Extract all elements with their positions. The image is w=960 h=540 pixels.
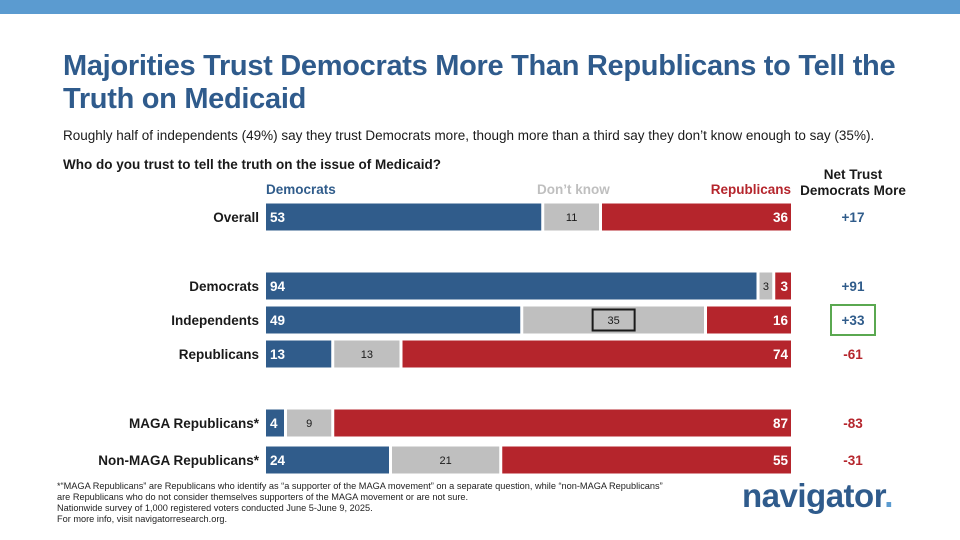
bar-maga-republicans-rep: [334, 409, 791, 437]
net-value-independents: +33: [842, 313, 865, 328]
footnote-definition: *“MAGA Republicans” are Republicans who …: [57, 481, 663, 502]
bar-independents-dk: [523, 306, 704, 334]
data-label-democrats-rep: 3: [780, 279, 788, 294]
bar-republicans-dk: [334, 340, 400, 368]
highlight-box-net: [830, 304, 876, 336]
bar-non-maga-republicans-dk: [392, 446, 500, 474]
data-label-independents-rep: 16: [773, 313, 789, 328]
net-trust-header: Net Trust Democrats More: [793, 167, 913, 199]
data-label-overall-rep: 36: [773, 210, 789, 225]
bar-overall-rep: [602, 203, 791, 231]
bar-independents-rep: [707, 306, 791, 334]
highlight-box-dont-know: [591, 308, 636, 332]
bar-independents-dem: [266, 306, 521, 334]
category-label-non-maga-republicans: Non-MAGA Republicans*: [98, 453, 260, 468]
legend-republicans: Republicans: [710, 182, 791, 197]
data-label-overall-dk: 11: [566, 212, 577, 224]
bar-non-maga-republicans-rep: [502, 446, 791, 474]
data-label-independents-dem: 49: [270, 313, 285, 328]
data-label-non-maga-republicans-dem: 24: [270, 453, 286, 468]
top-accent-bar: [0, 0, 960, 14]
navigator-logo: navigator.: [742, 477, 893, 515]
bar-republicans-rep: [402, 340, 791, 368]
category-label-republicans: Republicans: [179, 347, 259, 362]
legend-democrats: Democrats: [266, 182, 336, 197]
data-label-democrats-dk: 3: [763, 281, 769, 293]
bar-overall-dk: [544, 203, 599, 231]
data-label-republicans-dk: 13: [361, 349, 373, 361]
legend-dont-know: Don’t know: [537, 182, 610, 197]
bar-democrats-rep: [775, 272, 791, 300]
subtitle: Roughly half of independents (49%) say t…: [63, 128, 875, 143]
page-title: Majorities Trust Democrats More Than Rep…: [63, 50, 896, 115]
net-value-non-maga-republicans: -31: [843, 453, 863, 468]
net-value-democrats: +91: [842, 279, 865, 294]
survey-question: Who do you trust to tell the truth on th…: [63, 157, 441, 172]
category-label-democrats: Democrats: [189, 279, 259, 294]
footnote-methodology: Nationwide survey of 1,000 registered vo…: [57, 503, 373, 513]
data-label-maga-republicans-dem: 4: [270, 416, 278, 431]
data-label-maga-republicans-dk: 9: [306, 418, 312, 430]
bar-maga-republicans-dk: [287, 409, 332, 437]
data-label-maga-republicans-rep: 87: [773, 416, 788, 431]
data-label-republicans-dem: 13: [270, 347, 286, 362]
bar-democrats-dem: [266, 272, 757, 300]
footnote: *“MAGA Republicans” are Republicans who …: [57, 481, 677, 525]
bar-non-maga-republicans-dem: [266, 446, 389, 474]
net-value-republicans: -61: [843, 347, 863, 362]
data-label-overall-dem: 53: [270, 210, 286, 225]
data-label-republicans-rep: 74: [773, 347, 789, 362]
category-label-maga-republicans: MAGA Republicans*: [129, 416, 260, 431]
bar-maga-republicans-dem: [266, 409, 284, 437]
data-label-non-maga-republicans-dk: 21: [440, 455, 452, 467]
net-value-maga-republicans: -83: [843, 416, 863, 431]
net-trust-header-line1: Net Trust: [823, 167, 883, 182]
category-label-overall: Overall: [213, 210, 259, 225]
footnote-more-info: For more info, visit navigatorresearch.o…: [57, 514, 228, 524]
data-label-democrats-dem: 94: [270, 279, 286, 294]
bar-republicans-dem: [266, 340, 332, 368]
logo-dot: .: [884, 477, 893, 514]
category-label-independents: Independents: [171, 313, 259, 328]
net-trust-header-line2: Democrats More: [800, 183, 906, 198]
logo-text: navigator: [742, 477, 885, 514]
bar-democrats-dk: [759, 272, 773, 300]
bar-overall-dem: [266, 203, 542, 231]
net-value-overall: +17: [842, 210, 865, 225]
data-label-independents-dk: 35: [608, 315, 620, 327]
data-label-non-maga-republicans-rep: 55: [773, 453, 789, 468]
